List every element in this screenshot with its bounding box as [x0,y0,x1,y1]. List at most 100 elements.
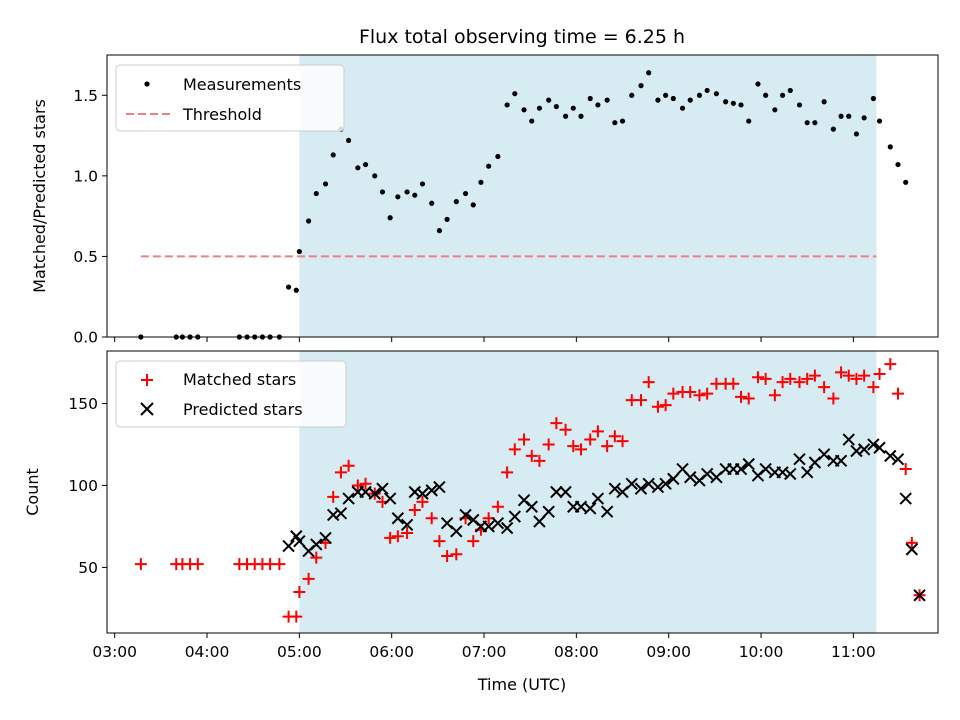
matched-star-point [134,558,147,571]
matched-star-point [533,454,546,467]
predicted-star-point [584,502,597,515]
predicted-star-point [591,492,605,505]
measurement-point [478,179,484,185]
matched-star-point [584,433,597,446]
measurement-point [646,70,652,76]
measurement-point [738,102,744,108]
measurement-point [486,163,492,169]
measurement-point [553,103,559,110]
matched-star-point [359,477,372,490]
predicted-star-point [559,485,572,499]
measurement-point [629,92,635,98]
matched-star-point [768,389,781,402]
matched-star-point [567,440,580,453]
matched-star-point [642,376,655,389]
predicted-star-point [491,516,505,530]
measurement-point [322,181,329,187]
measurement-point [763,92,769,98]
matched-stars-legend-marker [141,374,153,386]
predicted-star-point [342,492,355,505]
predicted-stars-legend-marker [140,402,154,416]
measurement-point [313,190,319,197]
matched-star-point [191,558,204,571]
bottom-y-axis-label: Count [23,468,42,516]
matched-star-point [842,369,855,382]
top-y-ticks: 0.0 0.5 1.0 1.5 [73,87,107,347]
measurement-point [870,95,876,102]
measurement-point [570,105,576,111]
matched-star-point [293,586,306,599]
measurement-point [838,113,844,119]
predicted-star-point [884,449,897,463]
matched-star-point [550,417,563,430]
x-tick-label: 08:00 [554,643,599,661]
matched-star-point [727,377,740,390]
matched-star-point [273,558,286,571]
y-tick-label: 1.5 [73,87,98,105]
predicted-star-point [368,487,381,500]
x-tick-label: 10:00 [739,643,784,661]
predicted-star-point [857,443,871,456]
measurement-point [821,99,827,105]
predicted-star-point [667,472,680,486]
predicted-star-point [425,484,438,497]
predicted-star-point [608,482,622,495]
top-legend: Measurements Threshold [115,64,345,132]
top-x-ticks [114,337,854,342]
matched-star-point [873,367,886,380]
measurement-point [362,161,369,168]
matched-star-point [818,381,831,394]
predicted-star-point [282,539,295,553]
matched-star-point [574,443,587,456]
matched-star-point [634,394,647,407]
matched-star-point [616,435,629,448]
matched-star-point [659,399,672,412]
predicted-star-point [625,477,638,491]
measurements-legend-marker [144,81,150,87]
measurement-point [346,137,352,144]
predicted-star-point [913,589,926,602]
predicted-star-point [383,492,397,505]
measurement-point [704,87,710,94]
measurement-point [887,144,893,150]
predicted-star-point [905,543,919,556]
matched-star-point [416,495,429,508]
matched-stars-legend-label: Matched stars [183,370,296,389]
bottom-y-ticks: 50 100 150 [68,395,107,577]
matched-star-point [905,536,918,549]
matched-star-point [742,392,755,405]
y-tick-label: 50 [78,559,98,577]
bottom-plot-frame [106,350,939,634]
matched-star-point [433,535,446,548]
predicted-star-point [542,505,555,518]
predicted-star-point [873,441,886,454]
predicted-star-point [433,480,446,494]
matched-star-point [601,440,614,453]
x-tick-label: 03:00 [92,643,137,661]
predicted-star-point [793,453,806,466]
matched-star-point [776,376,789,389]
predicted-star-point [450,525,463,538]
measurement-point [730,100,736,106]
matched-star-point [801,372,814,385]
matched-star-point [850,372,863,385]
matched-star-point [651,400,664,413]
measurement-point [285,284,292,290]
measurement-point [512,91,518,97]
matched-star-point [334,466,347,479]
measurement-point [670,95,676,102]
measurement-point [787,87,793,94]
predicted-star-point [416,487,429,500]
predicted-star-point [700,467,714,481]
x-tick-label: 07:00 [462,643,507,661]
predicted-star-point [533,515,546,528]
matched-star-point [310,551,323,564]
matched-star-point [401,526,414,539]
predicted-star-point [651,480,665,494]
measurement-point [436,228,442,234]
y-tick-label: 0.5 [73,248,98,266]
x-axis-label: Time (UTC) [477,675,566,694]
measurement-point [876,118,883,124]
